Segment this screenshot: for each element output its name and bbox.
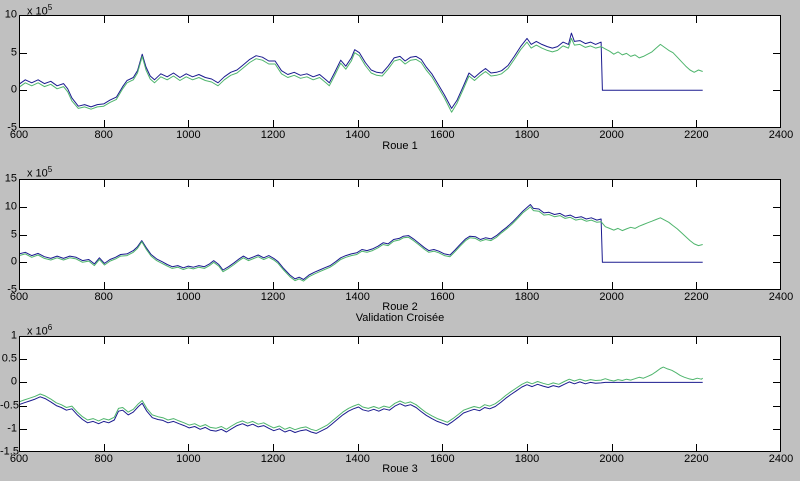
axes-box: [19, 15, 781, 128]
x-tick-label: 2400: [768, 291, 794, 303]
y-tick-label: -1.5: [0, 445, 19, 458]
x-tick-label: 600: [9, 291, 29, 303]
x-tick-label: 800: [94, 453, 113, 465]
series-blue-line: [18, 204, 703, 280]
x-tick-label: 600: [9, 129, 29, 141]
x-tick-label: 1200: [260, 291, 286, 303]
subplot-2-canvas: [18, 179, 782, 291]
scale-exponent: 6: [47, 323, 53, 332]
axis-ticks: [19, 15, 782, 129]
axes-box: [19, 336, 781, 452]
x-tick-label: 1400: [345, 453, 370, 465]
x-tick-label: 2000: [599, 129, 624, 141]
x-tick-label: 1000: [176, 291, 201, 303]
y-tick-label: 10: [4, 8, 17, 21]
y-tick-label: -5: [7, 121, 17, 134]
axis-ticks: [19, 336, 782, 453]
x-tick-label: 2200: [684, 129, 709, 141]
y-tick-label: 0: [10, 255, 17, 268]
subplot-1-canvas: [18, 15, 782, 129]
y-tick-label: 1: [10, 329, 17, 342]
scale-exponent: 5: [47, 3, 53, 12]
roue-2-plot-area: [18, 179, 782, 291]
roue-2-xlabel: Roue 2: [382, 301, 418, 313]
x-tick-label: 2200: [684, 291, 709, 303]
validation-croisee-title: Validation Croisée: [355, 312, 445, 324]
x-tick-label: 1400: [345, 291, 370, 303]
axis-ticks: [19, 179, 782, 291]
x-tick-label: 1600: [430, 129, 455, 141]
roue-2-scale-label: x 105: [27, 164, 52, 180]
x-tick-label: 2400: [768, 453, 794, 465]
y-tick-label: 0.5: [1, 352, 17, 365]
scale-base: x 10: [27, 5, 48, 18]
y-tick-label: 5: [10, 46, 17, 59]
subplot-3-canvas: [18, 336, 782, 453]
y-tick-label: 0: [10, 83, 17, 96]
series-green-line: [18, 37, 703, 113]
y-tick-label: -0.5: [0, 399, 19, 412]
x-tick-label: 2000: [599, 291, 624, 303]
roue-3-scale-label: x 106: [27, 322, 52, 338]
x-tick-label: 1000: [176, 129, 201, 141]
x-tick-label: 1200: [260, 453, 286, 465]
axes-box: [19, 179, 781, 290]
x-tick-label: 1800: [514, 291, 540, 303]
scale-base: x 10: [27, 325, 48, 338]
x-tick-label: 1600: [430, 453, 455, 465]
series-green-line: [18, 366, 704, 432]
series-blue-line: [18, 381, 703, 434]
x-tick-label: 1800: [514, 453, 540, 465]
series-blue-line: [18, 32, 703, 109]
y-tick-label: 5: [10, 228, 17, 240]
x-tick-label: 1600: [430, 291, 455, 303]
x-tick-label: 1800: [514, 129, 540, 141]
roue-1-plot-area: [18, 15, 782, 129]
x-tick-label: 1200: [260, 129, 286, 141]
x-tick-label: 800: [94, 129, 113, 141]
x-tick-label: 2400: [768, 129, 794, 141]
x-tick-label: 800: [94, 291, 113, 303]
y-tick-label: -1: [7, 422, 17, 435]
x-tick-label: 2200: [684, 453, 709, 465]
scale-exponent: 5: [47, 165, 53, 174]
x-tick-label: 1000: [176, 453, 201, 465]
y-tick-label: 15: [4, 172, 17, 185]
scale-base: x 10: [27, 167, 48, 180]
series-green-line: [18, 206, 703, 282]
roue-3-plot-area: [18, 336, 782, 453]
y-tick-label: 10: [4, 200, 17, 213]
roue-1-xlabel: Roue 1: [382, 140, 418, 152]
x-tick-label: 600: [9, 453, 29, 465]
y-tick-label: -5: [7, 283, 17, 296]
x-tick-label: 1400: [345, 129, 370, 141]
x-tick-label: 2000: [599, 453, 624, 465]
roue-1-scale-label: x 105: [27, 2, 52, 18]
roue-3-xlabel: Roue 3: [382, 463, 418, 475]
y-tick-label: 0: [10, 375, 17, 388]
